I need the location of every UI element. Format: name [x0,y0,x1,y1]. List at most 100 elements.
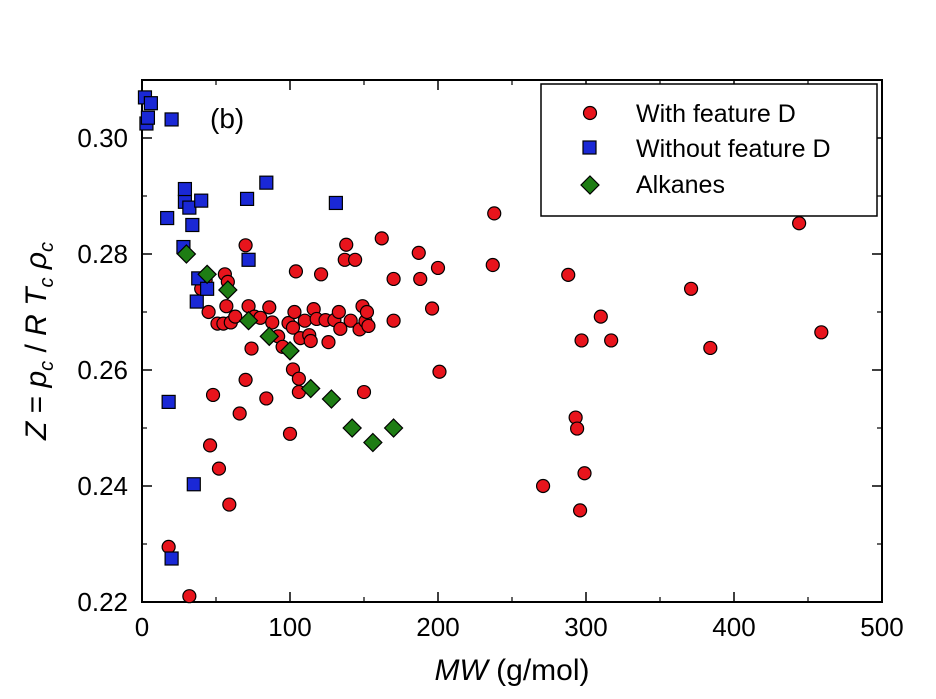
point-without-feature-d [164,551,179,566]
point-with-feature-d [574,333,589,348]
legend: With feature D Without feature D Alkanes [540,83,878,217]
point-without-feature-d [328,195,343,211]
point-without-feature-d [259,175,274,190]
y-tick-label: 0.28 [77,239,128,269]
legend-box [540,83,878,217]
point-with-feature-d [288,264,304,279]
point-with-feature-d [683,281,699,296]
x-tick-label: 0 [135,612,149,642]
point-with-feature-d [361,318,376,334]
point-without-feature-d [241,252,256,267]
point-without-feature-d [189,294,204,309]
x-tick-label: 500 [860,612,903,642]
point-without-feature-d [182,200,197,215]
point-with-feature-d [814,325,829,340]
point-without-feature-d [185,217,200,233]
point-with-feature-d [262,300,277,315]
point-with-feature-d [265,315,280,330]
point-with-feature-d [413,271,428,287]
point-with-feature-d [604,333,619,348]
panel-label: (b) [210,103,244,134]
point-with-feature-d [572,503,588,518]
y-tick-label: 0.26 [77,355,128,385]
point-without-feature-d [143,96,158,111]
legend-label-without-feature-d: Without feature D [636,135,831,163]
x-tick-label: 100 [268,612,311,642]
y-axis-title: Z = pc / R Tc ρc [20,242,58,441]
point-with-feature-d [291,371,306,386]
point-without-feature-d [140,110,156,125]
point-without-feature-d [160,210,175,226]
point-with-feature-d [303,333,318,349]
point-with-feature-d [487,206,502,221]
point-alkane [321,389,342,409]
point-with-feature-d [331,304,346,320]
point-alkane [197,264,217,285]
point-without-feature-d [239,191,255,206]
point-with-feature-d [182,589,197,604]
x-axis-title: MW (g/mol) [435,654,590,687]
point-alkane [383,418,404,438]
point-with-feature-d [359,304,375,320]
point-with-feature-d [219,299,234,314]
point-with-feature-d [285,320,301,335]
point-with-feature-d [205,387,221,403]
point-with-feature-d [348,252,363,267]
point-with-feature-d [238,372,253,387]
y-tick-label: 0.24 [77,471,128,501]
point-with-feature-d [202,438,218,453]
data-points [137,90,829,604]
point-without-feature-d [186,477,201,492]
axis-tick-labels: 0 100 200 300 400 500 0.22 0.24 0.26 0.28 0.30 [77,123,903,642]
point-alkane [300,378,321,399]
x-tick-label: 400 [712,612,755,642]
point-with-feature-d [343,313,358,328]
point-with-feature-d [577,466,592,481]
point-with-feature-d [313,267,329,282]
point-alkane [176,244,197,264]
point-with-feature-d [593,309,608,324]
point-with-feature-d [333,321,348,336]
point-with-feature-d [792,216,807,231]
point-with-feature-d [485,257,500,273]
point-with-feature-d [432,364,447,379]
point-alkane [217,280,238,300]
point-with-feature-d [570,421,585,436]
point-with-feature-d [535,478,551,494]
legend-label-alkanes: Alkanes [636,171,725,199]
x-axis-title-italic: MW [435,654,491,687]
point-with-feature-d [339,237,354,252]
point-with-feature-d [228,309,243,324]
point-alkane [363,432,383,453]
point-with-feature-d [222,497,237,512]
x-axis-title-units: (g/mol) [488,654,590,687]
legend-label-with-feature-d: With feature D [636,100,796,128]
point-without-feature-d [161,394,176,409]
x-tick-label: 300 [564,612,607,642]
point-with-feature-d [259,391,274,406]
legend-marker-alkanes [580,175,600,195]
point-with-feature-d [238,238,253,253]
point-alkane [259,326,280,347]
point-with-feature-d [244,341,259,356]
point-with-feature-d [374,231,389,246]
point-with-feature-d [424,301,440,316]
y-tick-label: 0.22 [77,587,128,617]
point-with-feature-d [282,426,298,441]
point-with-feature-d [232,406,247,421]
point-with-feature-d [386,271,401,287]
point-with-feature-d [411,245,426,260]
point-alkane [342,418,363,438]
point-with-feature-d [287,304,302,320]
point-with-feature-d [356,384,372,400]
point-without-feature-d [200,281,215,296]
point-with-feature-d [201,304,216,320]
point-with-feature-d [386,313,401,328]
point-without-feature-d [164,112,179,127]
y-tick-label: 0.30 [77,123,128,153]
point-with-feature-d [561,267,576,282]
point-without-feature-d [177,181,193,197]
point-with-feature-d [297,313,312,328]
point-with-feature-d [703,340,718,356]
